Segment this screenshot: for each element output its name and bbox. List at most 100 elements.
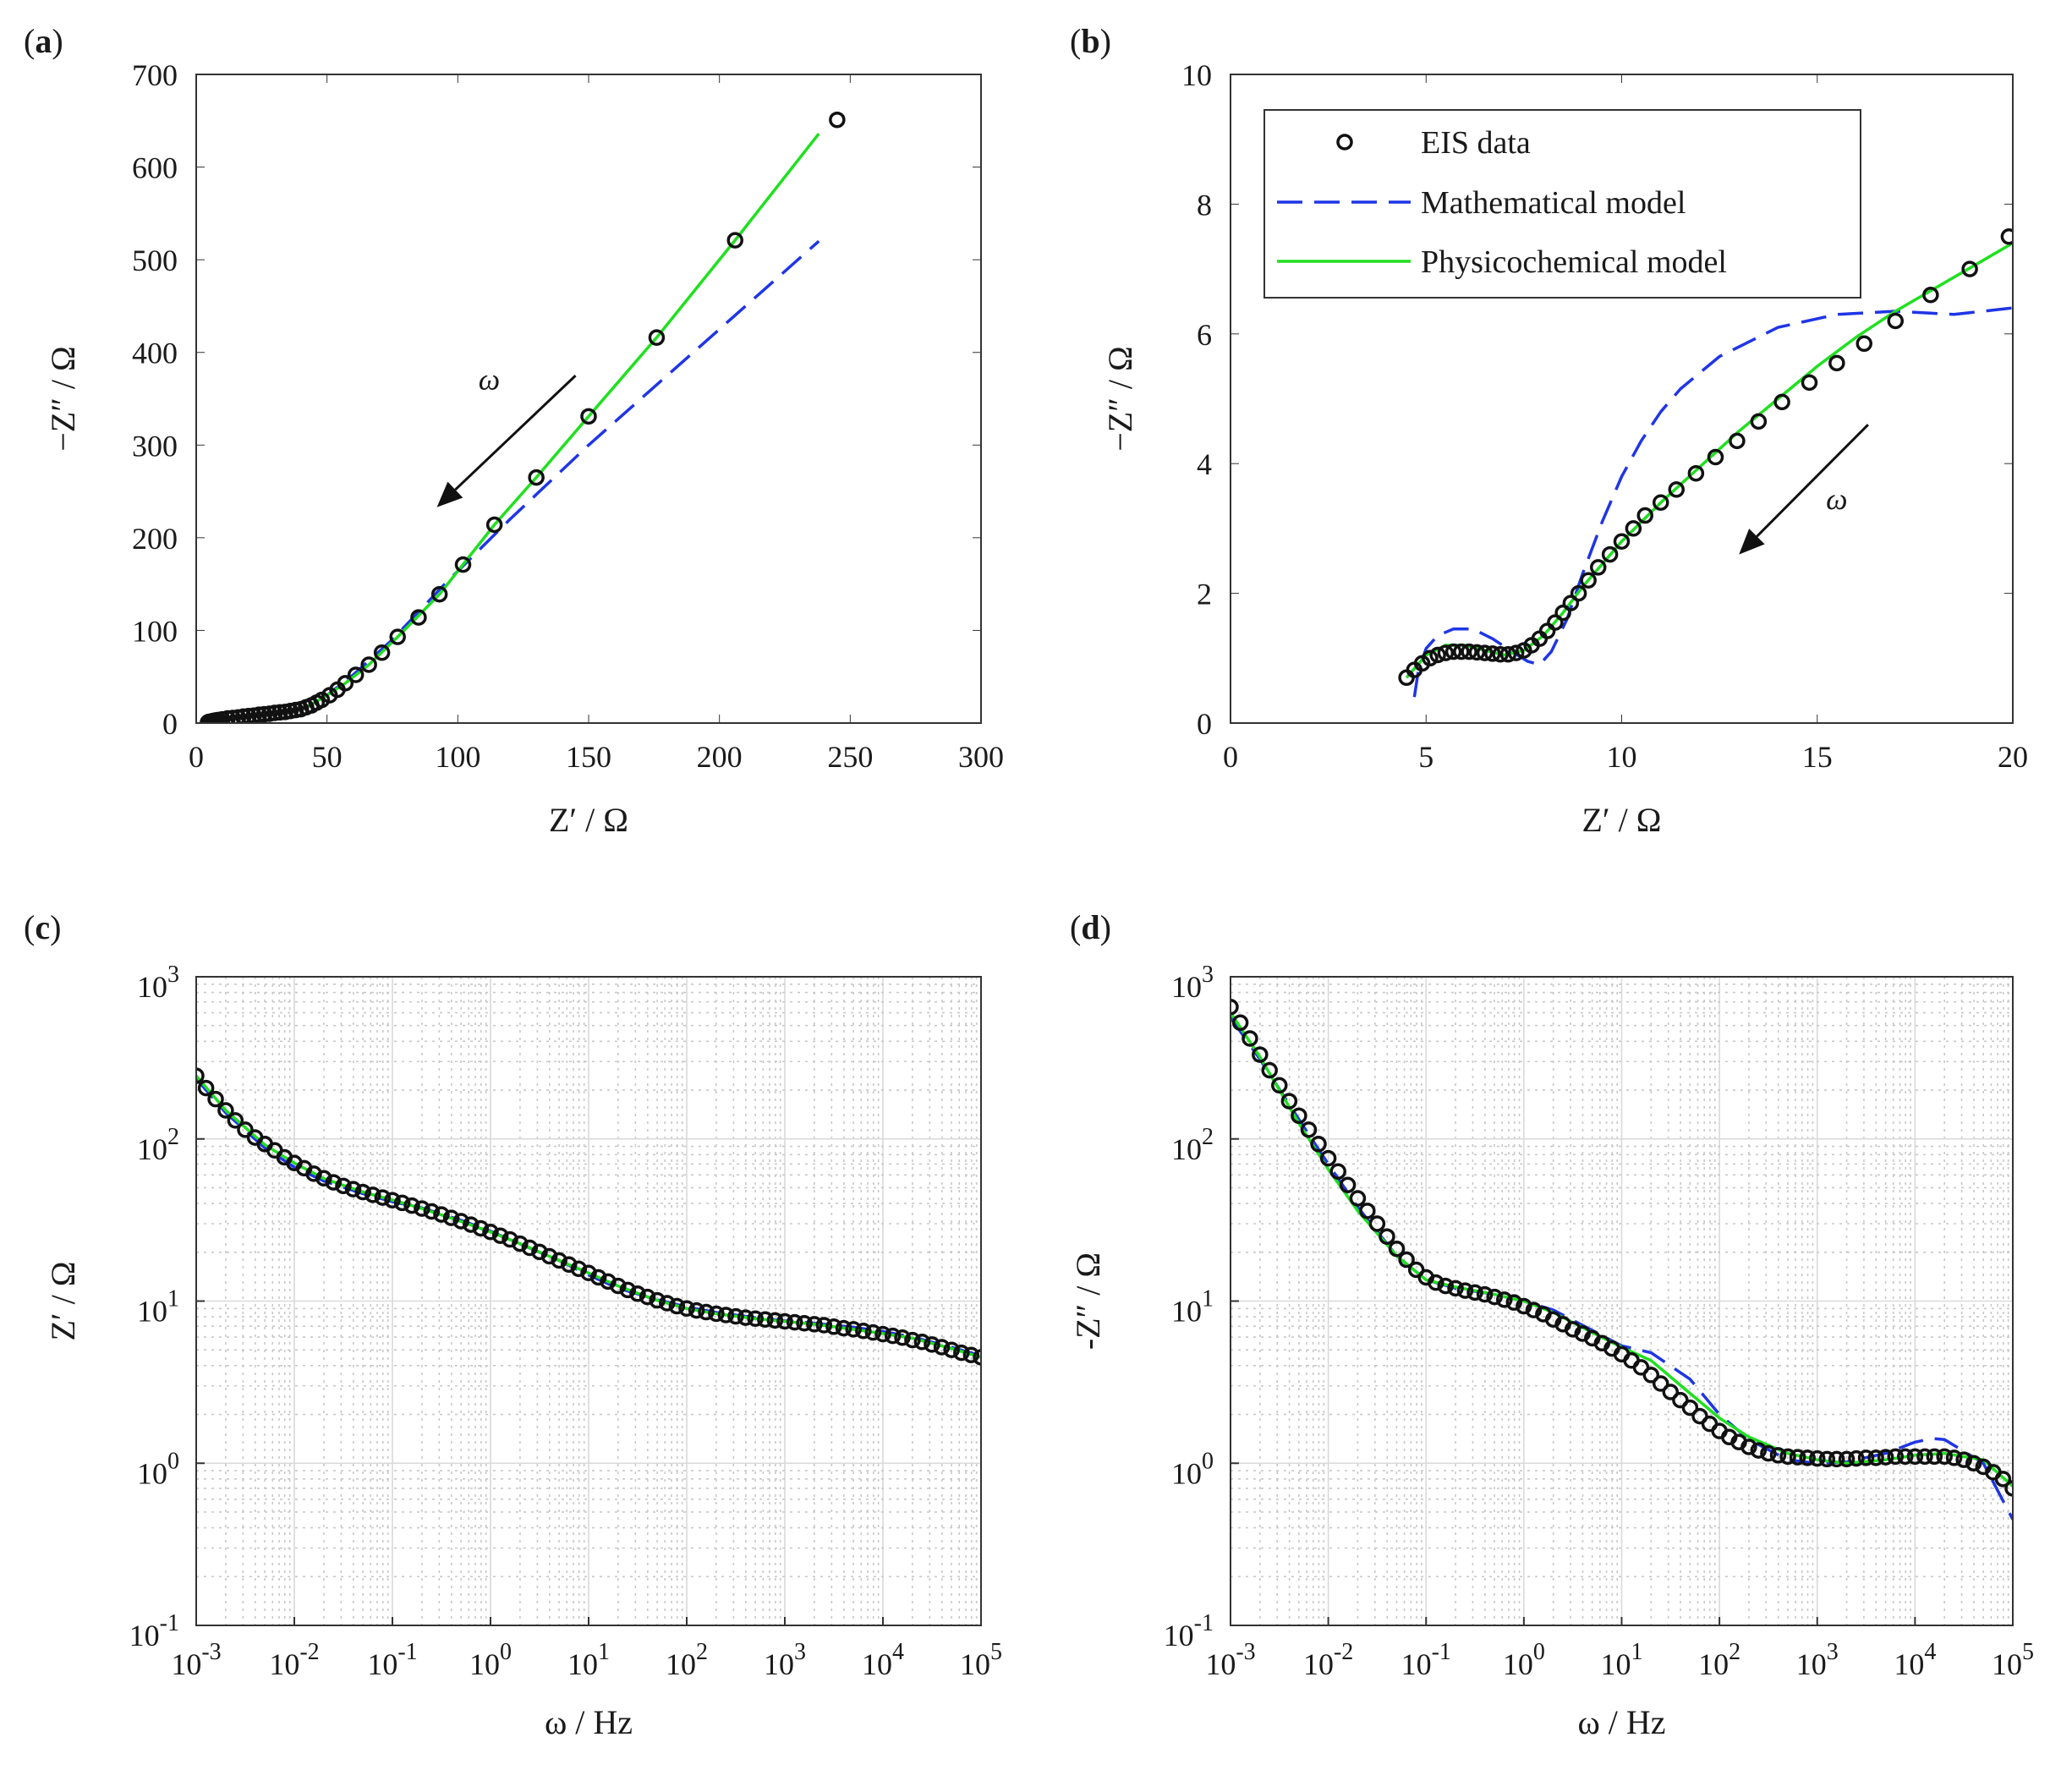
mathematical-model-line (207, 239, 820, 723)
plot-series (1398, 228, 2013, 698)
plot-series (196, 1067, 981, 1366)
eis-data-point (1945, 1449, 1963, 1466)
x-tick-label: 5 (1418, 740, 1433, 774)
plot-area (196, 74, 981, 723)
eis-data-point (1252, 1046, 1269, 1063)
x-tick-label: 10-2 (1303, 1639, 1353, 1681)
eis-data-point (1773, 393, 1790, 411)
x-axis-label: ω / Hz (1577, 1703, 1665, 1741)
eis-data-point (2004, 1480, 2013, 1497)
eis-data-point (1877, 1449, 1894, 1466)
eis-data-point (1261, 1061, 1278, 1079)
eis-data-point (452, 1213, 469, 1230)
eis-data-point (1476, 644, 1494, 661)
panel-label: (b) (1070, 22, 1111, 60)
eis-data-point (1499, 645, 1517, 663)
y-tick-label: 103 (1171, 962, 1214, 1004)
eis-data-point (1590, 559, 1607, 576)
eis-data-point (433, 1206, 450, 1223)
y-tick-label: 101 (1171, 1286, 1214, 1329)
eis-data-point (1916, 1448, 1933, 1466)
eis-data-point (463, 1216, 480, 1233)
eis-data-point (649, 1291, 666, 1309)
eis-data-point (344, 1181, 362, 1197)
eis-data-point (1388, 1240, 1406, 1258)
eis-data-point (227, 1112, 244, 1129)
eis-data-point (1729, 432, 1746, 450)
eis-data-point (1444, 643, 1462, 660)
eis-data-point (1652, 1375, 1669, 1392)
eis-data-point (1447, 1280, 1464, 1297)
eis-data-point (491, 1227, 509, 1244)
panel-d: 10-3 10-2 10-1 100 101 102 103 104 105 10-1 100 101… (1069, 908, 2034, 1741)
eis-data-point (1339, 1176, 1357, 1193)
eis-data-point (668, 1297, 686, 1315)
eis-data-point (1828, 354, 1845, 372)
legend-math-label: Mathematical model (1421, 185, 1686, 221)
panel-label: (c) (24, 908, 61, 946)
eis-data-point (414, 1200, 430, 1217)
eis-data-point (1429, 646, 1446, 664)
eis-data-point (1496, 1291, 1513, 1308)
omega-label: ω (479, 363, 500, 397)
omega-arrow-head (436, 481, 463, 507)
eis-data-point (354, 1183, 371, 1201)
x-tick-label: 300 (958, 740, 1004, 774)
x-tick-label: 200 (697, 740, 743, 774)
eis-data-point (1750, 413, 1768, 430)
eis-data-point (1625, 520, 1642, 537)
eis-data-point (1994, 1471, 2012, 1488)
eis-data-point (1801, 374, 1818, 392)
eis-data-point (1653, 494, 1669, 511)
eis-data-point (384, 1192, 401, 1208)
y-tick-label: 4 (1197, 447, 1212, 481)
eis-data-point (589, 1269, 607, 1286)
eis-data-point (1349, 1190, 1367, 1207)
eis-data-point (196, 1067, 205, 1084)
eis-data-point (442, 1209, 460, 1226)
x-tick-label: 103 (764, 1639, 806, 1681)
eis-data-point (373, 644, 391, 661)
x-tick-label: 10-3 (1205, 1639, 1255, 1681)
legend-eis-marker (1336, 134, 1353, 151)
eis-data-point (639, 1288, 656, 1306)
eis-data-point (393, 1194, 411, 1212)
eis-data-point (1291, 1107, 1307, 1125)
x-tick-label: 0 (189, 740, 204, 774)
y-axis-label: −Z″ / Ω (1101, 346, 1139, 452)
y-tick-label: 600 (132, 151, 178, 185)
omega-arrow-head (1739, 529, 1765, 555)
y-tick-label: 400 (132, 337, 178, 370)
x-tick-label: 102 (666, 1639, 708, 1681)
eis-data-point (403, 1197, 420, 1214)
eis-data-point (580, 408, 597, 425)
y-tick-label: 101 (137, 1286, 179, 1329)
eis-data-point (1681, 1399, 1699, 1417)
x-tick-label: 10-1 (367, 1639, 417, 1681)
y-tick-label: 100 (132, 614, 178, 648)
x-tick-label: 104 (1894, 1639, 1936, 1681)
eis-data-point (315, 1170, 332, 1187)
eis-data-point (1955, 1451, 1972, 1468)
eis-data-point (1662, 1384, 1680, 1400)
eis-data-point (845, 1321, 862, 1338)
eis-data-point (389, 628, 406, 645)
eis-data-point (1632, 1359, 1650, 1376)
eis-data-point (1461, 643, 1477, 660)
eis-data-point (629, 1285, 646, 1302)
y-tick-label: 10-1 (1164, 1610, 1214, 1652)
eis-data-point (1707, 448, 1724, 466)
eis-data-point (884, 1327, 902, 1345)
eis-data-point (1580, 572, 1597, 589)
eis-data-point (1818, 1450, 1836, 1468)
eis-data-point (1554, 604, 1571, 622)
eis-data-point (482, 1223, 499, 1241)
omega-arrow-line (454, 375, 577, 491)
eis-data-point (2000, 228, 2013, 245)
eis-data-point (1456, 1282, 1474, 1299)
eis-data-point (1525, 1302, 1543, 1318)
eis-data-point (1809, 1449, 1826, 1467)
y-axis-label: -Z″ / Ω (1069, 1252, 1107, 1350)
eis-data-point (1887, 1448, 1905, 1466)
